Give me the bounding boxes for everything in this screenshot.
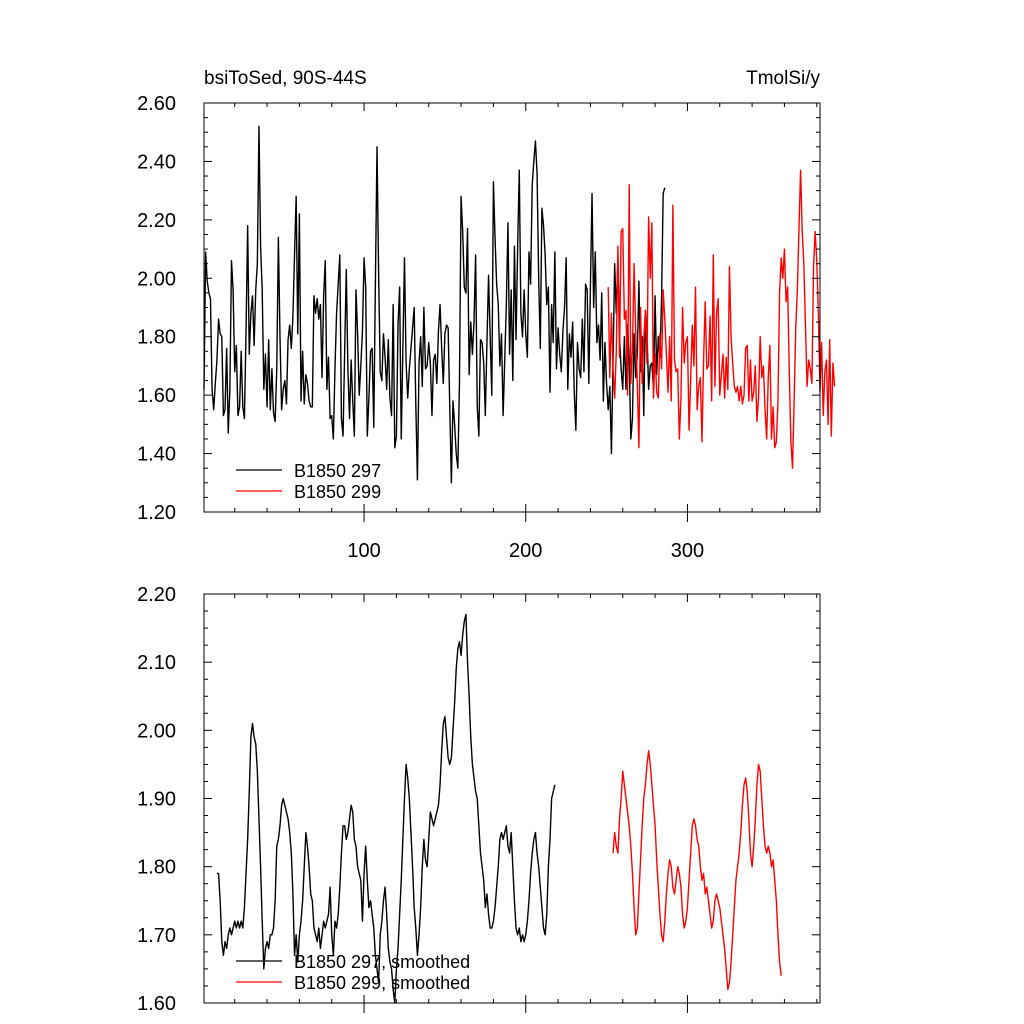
bottom-y-tick-label: 1.90 xyxy=(137,789,176,811)
bottom-plot-lines xyxy=(216,613,782,1004)
bottom-y-tick-label: 1.70 xyxy=(137,925,176,947)
bottom-plot-frame xyxy=(203,593,821,1004)
bottom-y-tick-label: 2.10 xyxy=(137,652,176,674)
bottom-legend-label-297: B1850 297, smoothed xyxy=(294,952,470,972)
bottom-panel: 1.60 1.70 1.80 1.90 2.00 2.10 2.20 B1850 297, … xyxy=(137,584,821,1015)
top-plot-frame xyxy=(203,102,821,513)
top-y-tick-label: 2.40 xyxy=(137,151,176,173)
top-plot-lines xyxy=(203,125,836,484)
top-legend: B1850 297 B1850 299 xyxy=(236,461,381,502)
top-panel: bsiToSed, 90S-44S TmolSi/y 1.201.401.601… xyxy=(137,68,836,562)
top-x-tick-label: 100 xyxy=(347,540,380,562)
bottom-y-tick-label: 1.60 xyxy=(137,993,176,1015)
bottom-series-line-0 xyxy=(216,613,556,1004)
top-title-left: bsiToSed, 90S-44S xyxy=(204,68,367,89)
top-x-tick-label: 300 xyxy=(671,540,704,562)
top-y-tick-label: 1.60 xyxy=(137,385,176,407)
top-legend-label-297: B1850 297 xyxy=(294,461,381,481)
top-series-line-0 xyxy=(203,125,666,484)
bottom-series-line-1 xyxy=(612,750,782,991)
top-legend-label-299: B1850 299 xyxy=(294,482,381,502)
bottom-legend: B1850 297, smoothed B1850 299, smoothed xyxy=(236,952,470,993)
top-x-tick-label: 200 xyxy=(509,540,542,562)
top-title-right: TmolSi/y xyxy=(746,68,820,89)
top-y-tick-label: 2.60 xyxy=(137,93,176,115)
top-ticks: 1.20 1.40 1.60 1.80 2.00 2.20 2.40 2.60 100 200 30… xyxy=(137,93,820,562)
bottom-y-tick-label: 1.80 xyxy=(137,857,176,879)
bottom-y-tick-label: 2.00 xyxy=(137,720,176,742)
bottom-y-tick-label: 2.20 xyxy=(137,584,176,606)
top-y-tick-label: 2.00 xyxy=(137,268,176,290)
bottom-legend-label-299: B1850 299, smoothed xyxy=(294,973,470,993)
top-series-line-1 xyxy=(607,169,836,469)
bottom-ticks: 1.60 1.70 1.80 1.90 2.00 2.10 2.20 xyxy=(137,584,820,1015)
top-y-tick-label: 1.80 xyxy=(137,327,176,349)
top-y-tick-label: 1.40 xyxy=(137,444,176,466)
top-y-tick-label: 2.20 xyxy=(137,210,176,232)
top-y-tick-label: 1.20 xyxy=(137,502,176,524)
